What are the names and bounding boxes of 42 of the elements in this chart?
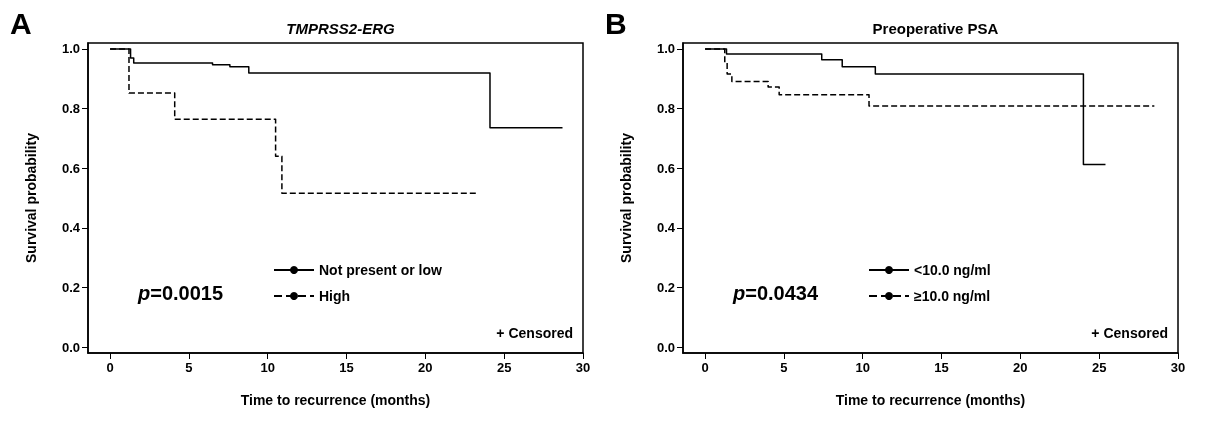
x-tick-label: 30 — [575, 360, 591, 375]
x-tick-label: 20 — [1013, 360, 1028, 375]
chart-title: Preoperative PSA — [872, 20, 999, 37]
legend-label: ≥10.0 ng/ml — [914, 288, 991, 304]
x-tick-label: 5 — [185, 360, 193, 375]
x-tick-label: 10 — [855, 360, 870, 375]
text: A — [10, 6, 32, 40]
legend-label: High — [319, 288, 351, 304]
text: B — [605, 6, 627, 40]
y-tick-label: 0.0 — [61, 339, 80, 355]
x-tick-label: 10 — [260, 360, 275, 375]
annotation: + Censored — [496, 325, 573, 341]
x-tick-label: 0 — [106, 360, 114, 375]
y-tick-label: 0.2 — [61, 279, 80, 295]
x-axis-title: Time to recurrence (months) — [835, 392, 1026, 408]
y-tick-label: 0.6 — [61, 160, 80, 176]
annotation: p=0.0434 — [732, 282, 819, 304]
y-tick-label: 0.8 — [61, 101, 80, 117]
y-tick-label: 1.0 — [61, 41, 80, 57]
annotation: + Censored — [1091, 325, 1168, 341]
annotation: p=0.0015 — [137, 282, 224, 304]
y-tick-label: 0.4 — [61, 220, 81, 236]
y-tick-label: 0.6 — [656, 160, 675, 176]
x-tick-label: 25 — [496, 360, 512, 375]
x-axis-title: Time to recurrence (months) — [240, 392, 431, 408]
x-tick-label: 25 — [1091, 360, 1107, 375]
x-tick-label: 5 — [780, 360, 788, 375]
y-tick-label: 1.0 — [656, 41, 675, 57]
x-tick-label: 15 — [339, 360, 354, 375]
legend-label: Not present or low — [319, 262, 443, 278]
y-axis-title: Survival probability — [618, 132, 634, 263]
x-tick-label: 0 — [701, 360, 709, 375]
x-tick-label: 15 — [934, 360, 949, 375]
y-tick-label: 0.2 — [656, 279, 675, 295]
legend-label: <10.0 ng/ml — [914, 262, 991, 278]
x-tick-label: 20 — [418, 360, 433, 375]
x-tick-label: 30 — [1170, 360, 1186, 375]
y-tick-label: 0.8 — [656, 101, 675, 117]
y-tick-label: 0.0 — [656, 339, 675, 355]
y-axis-title: Survival probability — [23, 132, 39, 263]
y-tick-label: 0.4 — [656, 220, 676, 236]
chart-title: TMPRSS2-ERG — [286, 20, 395, 37]
